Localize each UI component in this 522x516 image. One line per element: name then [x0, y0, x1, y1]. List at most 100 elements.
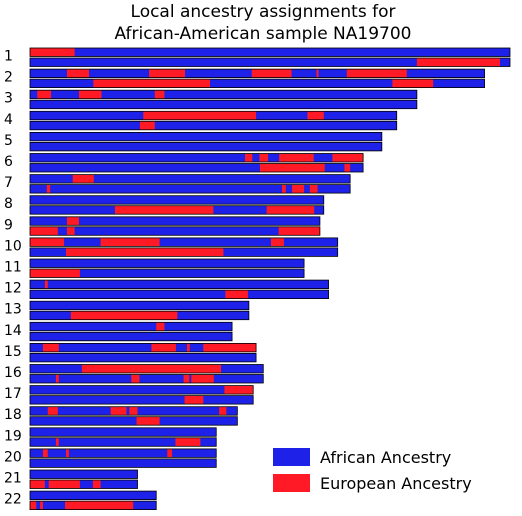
european-segment [332, 153, 364, 162]
european-segment [225, 290, 248, 299]
haplotype-bar-african [30, 48, 510, 57]
haplotype-outline [29, 342, 257, 353]
chromosome-8: 8 [4, 195, 325, 215]
chromosome-15: 15 [4, 342, 257, 363]
chromosome-13: 13 [4, 300, 250, 321]
chromosome-label: 18 [4, 407, 22, 423]
haplotype-outline [29, 406, 238, 416]
chromosome-label: 3 [4, 91, 13, 107]
haplotype-outline [29, 184, 351, 194]
european-segment [78, 90, 102, 99]
chromosome-label: 16 [4, 365, 22, 381]
haplotype-bar-african [30, 216, 320, 226]
haplotype-bar-african [30, 385, 254, 395]
european-segment [30, 480, 45, 489]
chromosome-label: 13 [4, 302, 22, 318]
european-segment [344, 163, 351, 172]
haplotype-bar-african [30, 343, 257, 352]
chromosome-label: 2 [4, 70, 13, 86]
haplotype-outline [29, 163, 364, 173]
european-segment [270, 237, 284, 247]
haplotype-outline [29, 321, 233, 332]
european-segment [81, 364, 222, 373]
haplotype-bar-african [30, 290, 329, 299]
haplotype-outline [29, 437, 217, 447]
haplotype-bar-african [30, 163, 364, 172]
european-segment [167, 448, 173, 458]
european-segment [219, 406, 227, 416]
european-segment [307, 111, 324, 120]
haplotype-outline [29, 448, 217, 458]
chromosome-label: 20 [4, 449, 22, 465]
haplotype-outline [29, 331, 233, 342]
haplotype-outline [29, 195, 325, 205]
chromosome-18: 18 [4, 406, 238, 426]
haplotype-outline [29, 479, 138, 489]
european-segment [224, 385, 254, 395]
european-segment [100, 237, 160, 247]
haplotype-bar-african [30, 132, 382, 141]
chromosome-11: 11 [4, 258, 305, 278]
haplotype-bar-african [30, 458, 217, 468]
haplotype-bar-african [30, 184, 351, 194]
european-segment [66, 247, 224, 257]
haplotype-outline [29, 374, 264, 384]
european-segment [110, 406, 127, 416]
european-segment [65, 501, 134, 510]
chromosome-17: 17 [4, 385, 254, 405]
european-segment [259, 163, 325, 172]
haplotype-bar-african [30, 322, 233, 331]
european-segment [184, 395, 204, 405]
haplotype-outline [29, 141, 383, 152]
european-segment [55, 374, 59, 383]
haplotype-outline [29, 78, 485, 88]
haplotype-bar-african [30, 269, 305, 278]
european-segment [251, 69, 292, 78]
haplotype-outline [29, 110, 398, 121]
legend-swatch [273, 474, 310, 492]
chromosome-label: 12 [4, 281, 22, 297]
chromosome-label: 19 [4, 428, 22, 444]
european-segment [47, 406, 58, 416]
haplotype-bar-african [30, 332, 233, 341]
chromosome-22: 22 [4, 490, 157, 511]
chromosome-label: 8 [4, 196, 13, 212]
haplotype-outline [29, 458, 217, 468]
chromosome-label: 1 [4, 49, 13, 65]
european-segment [149, 69, 186, 78]
chromosome-label: 6 [4, 154, 13, 170]
european-segment [292, 184, 305, 194]
haplotype-bar-african [30, 237, 338, 247]
european-segment [203, 343, 257, 352]
european-segment [30, 237, 65, 247]
legend-label: European Ancestry [320, 474, 472, 493]
european-segment [183, 374, 190, 383]
haplotype-outline [29, 385, 254, 395]
european-segment [66, 226, 75, 236]
haplotype-outline [29, 352, 257, 363]
chromosome-20: 20 [4, 448, 217, 468]
haplotype-outline [29, 469, 138, 479]
chromosome-label: 7 [4, 175, 13, 191]
european-segment [266, 205, 315, 215]
haplotype-outline [29, 153, 364, 163]
chromosome-label: 10 [4, 238, 22, 254]
haplotype-outline [29, 99, 418, 110]
european-segment [42, 448, 48, 458]
chromosome-label: 5 [4, 133, 13, 149]
european-segment [70, 311, 178, 320]
european-segment [44, 280, 48, 289]
haplotype-bar-african [30, 416, 238, 426]
haplotype-outline [29, 89, 418, 100]
european-segment [186, 343, 190, 352]
haplotype-outline [29, 395, 254, 405]
legend-swatch [273, 448, 310, 466]
european-segment [42, 343, 59, 352]
european-segment [66, 448, 69, 458]
european-segment [30, 501, 37, 510]
haplotype-outline [29, 427, 217, 437]
haplotype-outline [29, 310, 250, 321]
european-segment [175, 437, 201, 447]
haplotype-outline [29, 226, 321, 236]
